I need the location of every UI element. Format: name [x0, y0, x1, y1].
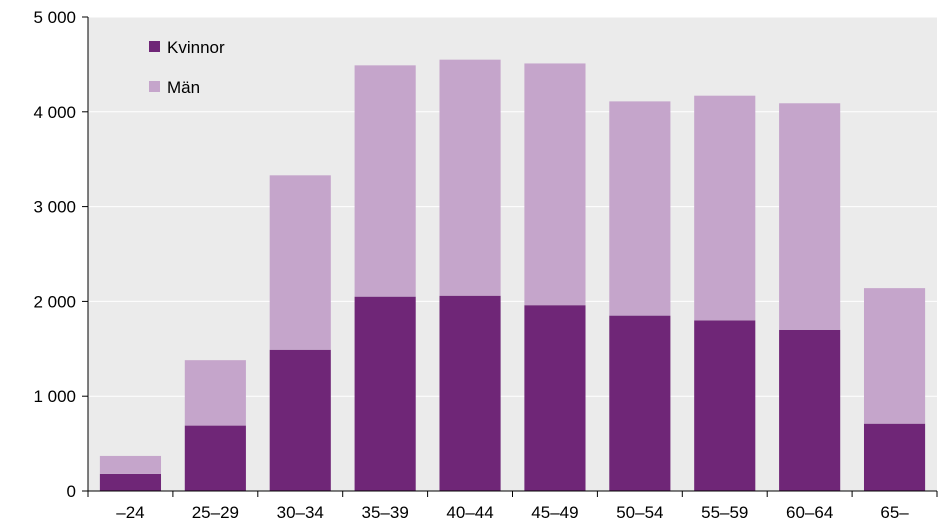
bar-kvinnor-8	[779, 329, 841, 491]
x-tick-label: 35–39	[362, 503, 409, 522]
bar-man-0	[99, 455, 162, 474]
legend-swatch-man	[149, 81, 160, 92]
x-tick-label: 40–44	[446, 503, 493, 522]
x-tick-label: 30–34	[277, 503, 324, 522]
y-tick-label: 4 000	[33, 103, 76, 122]
x-tick-label: 50–54	[616, 503, 663, 522]
bar-kvinnor-1	[184, 425, 246, 491]
bar-kvinnor-4	[439, 295, 501, 491]
y-tick-label: 2 000	[33, 292, 76, 311]
y-tick-labels: 0 1 000 2 000 3 000 4 000 5 000	[33, 8, 76, 501]
x-tick-labels: –24 25–29 30–34 35–39 40–44 45–49 50–54 55–59 60…	[116, 503, 909, 522]
bar-kvinnor-7	[694, 320, 756, 491]
bar-kvinnor-9	[863, 423, 926, 491]
legend-swatch-kvinnor	[149, 41, 160, 52]
x-tick-label: 45–49	[531, 503, 578, 522]
legend-label: Män	[167, 78, 200, 97]
bar-man-6	[609, 101, 671, 316]
x-tick-label: –24	[116, 503, 144, 522]
legend: Kvinnor Män	[149, 38, 225, 97]
x-tick-label: 65–	[880, 503, 909, 522]
bar-man-9	[863, 288, 926, 424]
axes	[82, 16, 938, 497]
legend-label: Kvinnor	[167, 38, 225, 57]
bars	[99, 59, 926, 491]
x-tick-label: 55–59	[701, 503, 748, 522]
x-tick-label: 25–29	[192, 503, 239, 522]
bar-kvinnor-5	[524, 305, 586, 491]
bar-man-5	[524, 63, 586, 306]
bar-kvinnor-6	[609, 315, 671, 491]
bar-man-3	[354, 65, 416, 297]
x-tick-label: 60–64	[786, 503, 833, 522]
y-tick-label: 3 000	[33, 198, 76, 217]
bar-man-8	[779, 103, 841, 330]
bar-kvinnor-2	[269, 349, 331, 491]
bar-man-7	[694, 95, 756, 321]
bar-kvinnor-0	[99, 473, 162, 491]
bar-man-1	[184, 360, 246, 426]
y-tick-label: 1 000	[33, 387, 76, 406]
y-tick-label: 5 000	[33, 8, 76, 27]
bar-kvinnor-3	[354, 296, 416, 491]
bar-man-2	[269, 175, 331, 350]
bar-man-4	[439, 59, 501, 296]
y-tick-label: 0	[67, 482, 76, 501]
